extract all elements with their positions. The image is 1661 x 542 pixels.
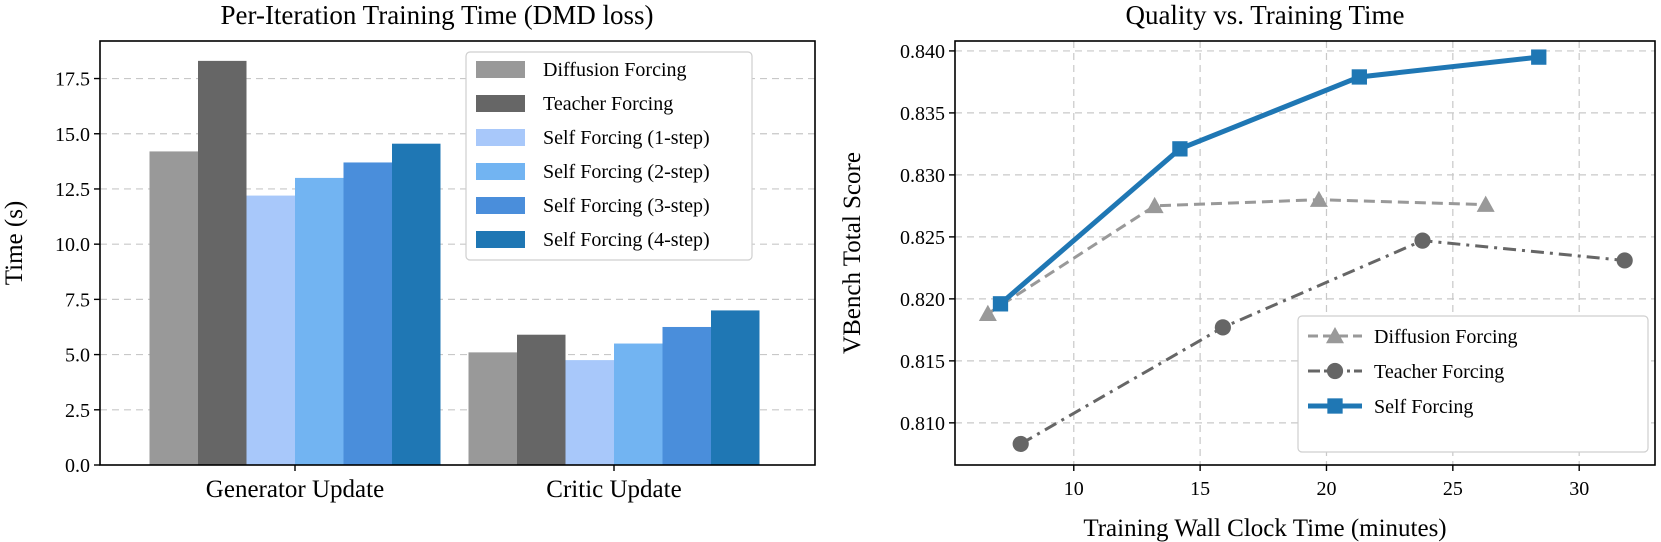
bar-chart-y-axis-label: Time (s) <box>1 201 28 286</box>
line-chart-x-tick-label: 15 <box>1190 478 1210 500</box>
bar-chart-legend: Diffusion Forcing Teacher Forcing Self For… <box>465 51 753 261</box>
series-point-self-forcing <box>992 296 1009 312</box>
line-chart-y-axis-label: VBench Total Score <box>839 152 866 354</box>
legend-swatch-diffusion-forcing <box>476 61 525 78</box>
line-chart-axes-frame <box>954 40 1656 466</box>
bar-chart-y-tick-label: 0.0 <box>65 455 90 477</box>
series-point-diffusion-forcing <box>978 304 997 321</box>
bar-chart-y-tick-label: 2.5 <box>65 400 90 422</box>
legend-label-teacher-forcing: Teacher Forcing <box>543 93 673 115</box>
bar-self-forcing-4-step-critic-update <box>711 310 760 465</box>
bar-self-forcing-1-step-critic-update <box>565 360 614 465</box>
bar-chart-training-time: Per-Iteration Training Time (DMD loss) T… <box>1 0 816 503</box>
legend-label-teacher-forcing: Teacher Forcing <box>1374 361 1504 383</box>
series-line-self-forcing <box>998 54 1540 306</box>
line-chart-x-axis-label: Training Wall Clock Time (minutes) <box>1083 515 1446 542</box>
legend-marker-self-forcing <box>1327 398 1343 414</box>
legend-label-self-forcing-1-step: Self Forcing (1-step) <box>543 127 710 149</box>
series-point-diffusion-forcing <box>1476 195 1495 212</box>
line-chart-y-tick-label: 0.830 <box>900 165 945 187</box>
bar-self-forcing-3-step-generator-update <box>343 162 392 466</box>
bar-chart-bars <box>149 60 760 466</box>
series-point-self-forcing <box>1531 49 1547 65</box>
bar-chart-y-tick-label: 10.0 <box>55 234 90 256</box>
bar-chart-y-tick-label: 12.5 <box>55 179 90 201</box>
line-chart-title: Quality vs. Training Time <box>1125 0 1404 30</box>
line-chart-x-tick-label: 10 <box>1064 478 1084 500</box>
legend-swatch-self-forcing-4-step <box>476 231 525 248</box>
bar-chart-x-tick-label: Generator Update <box>206 476 384 503</box>
series-point-self-forcing <box>1351 69 1367 85</box>
line-chart-series <box>978 49 1633 453</box>
line-chart-y-tick-label: 0.825 <box>900 227 945 249</box>
legend-label-self-forcing-2-step: Self Forcing (2-step) <box>543 161 710 183</box>
legend-label-diffusion-forcing: Diffusion Forcing <box>1374 326 1518 348</box>
bar-chart-x-tick-label: Critic Update <box>546 476 681 503</box>
line-chart-quality-vs-time: Quality vs. Training Time VBench Total S… <box>839 0 1656 542</box>
bar-diffusion-forcing-critic-update <box>468 352 517 465</box>
line-chart-y-tick-label: 0.835 <box>900 103 945 125</box>
legend-label-diffusion-forcing: Diffusion Forcing <box>543 59 687 81</box>
series-point-teacher-forcing <box>1616 252 1633 269</box>
line-chart-x-tick-label: 20 <box>1316 478 1336 500</box>
bar-chart-y-tick-label: 17.5 <box>55 69 90 91</box>
series-point-self-forcing <box>1172 141 1188 157</box>
legend-label-self-forcing: Self Forcing <box>1374 396 1473 418</box>
legend-label-self-forcing-3-step: Self Forcing (3-step) <box>543 195 710 217</box>
line-chart-x-tick-label: 25 <box>1443 478 1463 500</box>
bar-teacher-forcing-critic-update <box>517 334 566 465</box>
bar-self-forcing-4-step-generator-update <box>392 143 441 465</box>
series-line-diffusion-forcing <box>987 198 1486 316</box>
series-point-diffusion-forcing <box>1309 190 1328 207</box>
line-chart-y-tick-label: 0.810 <box>900 413 945 435</box>
line-chart-y-tick-label: 0.840 <box>900 41 945 63</box>
bar-chart-y-ticks: 0.0 2.5 5.0 7.5 10.0 12.5 15.0 17.5 <box>55 69 100 477</box>
series-point-teacher-forcing <box>1414 232 1431 249</box>
series-line-teacher-forcing <box>1019 239 1625 446</box>
line-chart-y-ticks: 0.810 0.815 0.820 0.825 0.830 0.835 0.840 <box>900 41 955 435</box>
series-point-teacher-forcing <box>1214 319 1231 336</box>
line-chart-y-tick-label: 0.820 <box>900 289 945 311</box>
legend-swatch-teacher-forcing <box>476 95 525 112</box>
bar-self-forcing-1-step-generator-update <box>246 195 295 466</box>
legend-marker-teacher-forcing <box>1326 362 1344 380</box>
bar-chart-title: Per-Iteration Training Time (DMD loss) <box>221 0 654 30</box>
bar-chart-x-ticks: Generator Update Critic Update <box>206 465 682 503</box>
line-chart-legend: Diffusion Forcing Teacher Forcing Self For… <box>1297 315 1649 453</box>
legend-swatch-self-forcing-3-step <box>476 197 525 214</box>
bar-chart-y-tick-label: 5.0 <box>65 345 90 367</box>
bar-chart-y-tick-label: 7.5 <box>65 289 90 311</box>
series-point-teacher-forcing <box>1012 435 1029 453</box>
legend-label-self-forcing-4-step: Self Forcing (4-step) <box>543 229 710 251</box>
bar-diffusion-forcing-generator-update <box>149 151 198 465</box>
legend-marker-diffusion-forcing <box>1326 327 1344 344</box>
bar-teacher-forcing-generator-update <box>198 60 247 465</box>
bar-self-forcing-2-step-generator-update <box>295 177 344 465</box>
line-chart-legend-box <box>1297 315 1649 453</box>
line-chart-y-tick-label: 0.815 <box>900 351 945 373</box>
bar-chart-legend-box <box>465 51 753 261</box>
line-chart-x-tick-label: 30 <box>1569 478 1589 500</box>
bar-chart-axes-frame <box>99 40 816 466</box>
legend-swatch-self-forcing-1-step <box>476 129 525 146</box>
bar-self-forcing-2-step-critic-update <box>614 343 663 465</box>
bar-self-forcing-3-step-critic-update <box>662 326 711 465</box>
series-point-diffusion-forcing <box>1145 196 1164 214</box>
bar-chart-y-tick-label: 15.0 <box>55 124 90 146</box>
legend-swatch-self-forcing-2-step <box>476 163 525 180</box>
line-chart-x-ticks: 10 15 20 25 30 <box>1064 465 1589 500</box>
